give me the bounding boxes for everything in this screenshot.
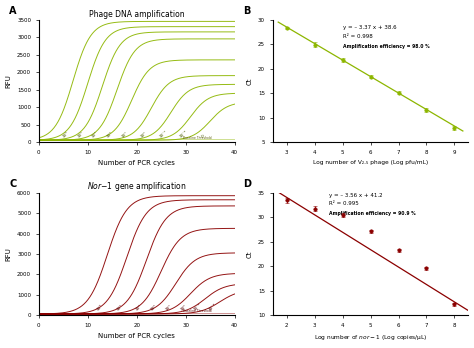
Y-axis label: Ct: Ct bbox=[246, 77, 253, 85]
Text: 10²: 10² bbox=[106, 131, 114, 139]
X-axis label: Number of PCR cycles: Number of PCR cycles bbox=[98, 333, 175, 339]
Y-axis label: Ct: Ct bbox=[246, 250, 253, 258]
Title: Phage DNA amplification: Phage DNA amplification bbox=[89, 10, 184, 19]
Text: 10¹: 10¹ bbox=[120, 131, 128, 139]
Title: $\it{Nor}$$\mathit{-1}$ gene amplification: $\it{Nor}$$\mathit{-1}$ gene amplificati… bbox=[87, 180, 186, 193]
Text: D: D bbox=[243, 179, 251, 189]
Y-axis label: RFU: RFU bbox=[6, 74, 11, 88]
Text: 10⁻¹: 10⁻¹ bbox=[159, 129, 169, 139]
Text: Baseline Threshold: Baseline Threshold bbox=[183, 136, 212, 140]
Text: 10³: 10³ bbox=[135, 304, 143, 312]
Text: 10⁵: 10⁵ bbox=[96, 304, 104, 312]
X-axis label: Log number of V₂.₅ phage (Log pfu/mL): Log number of V₂.₅ phage (Log pfu/mL) bbox=[313, 160, 428, 165]
Text: 10⁰: 10⁰ bbox=[140, 131, 148, 139]
Y-axis label: RFU: RFU bbox=[6, 247, 11, 261]
Text: Amplification efficiency = 90.9 %: Amplification efficiency = 90.9 % bbox=[328, 211, 415, 216]
Text: 10⁴: 10⁴ bbox=[76, 131, 84, 139]
Text: 10⁵: 10⁵ bbox=[62, 131, 70, 139]
Text: 10⁰: 10⁰ bbox=[179, 304, 187, 312]
Text: 10⁻²: 10⁻² bbox=[208, 303, 218, 312]
Text: Amplification efficiency = 98.0 %: Amplification efficiency = 98.0 % bbox=[343, 44, 429, 49]
Text: 10⁻²: 10⁻² bbox=[178, 129, 188, 139]
Text: 10²: 10² bbox=[150, 304, 158, 312]
Text: R² = 0.998: R² = 0.998 bbox=[343, 34, 372, 39]
Text: A: A bbox=[9, 6, 17, 16]
Text: 10⁴: 10⁴ bbox=[116, 304, 124, 312]
Text: 10³: 10³ bbox=[91, 131, 99, 139]
Text: 0: 0 bbox=[201, 134, 205, 139]
Text: y = – 3.37 x + 38.6: y = – 3.37 x + 38.6 bbox=[343, 25, 396, 30]
Text: 10¹: 10¹ bbox=[164, 304, 173, 312]
Text: 10⁻¹: 10⁻¹ bbox=[193, 303, 203, 312]
X-axis label: Number of PCR cycles: Number of PCR cycles bbox=[98, 160, 175, 166]
X-axis label: Log number of $\it{nor-1}$ (Log copies/μL): Log number of $\it{nor-1}$ (Log copies/μ… bbox=[314, 333, 428, 342]
Text: B: B bbox=[243, 6, 251, 16]
Text: Baseline Threshold: Baseline Threshold bbox=[183, 309, 212, 313]
Text: y = – 3.56 x + 41.2: y = – 3.56 x + 41.2 bbox=[328, 193, 382, 198]
Text: C: C bbox=[9, 179, 17, 189]
Text: R² = 0.995: R² = 0.995 bbox=[328, 201, 358, 206]
